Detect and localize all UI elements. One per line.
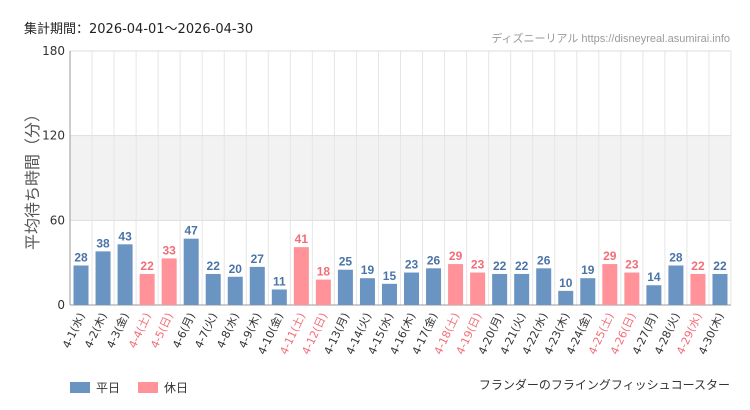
bar-value-label: 38 — [96, 236, 110, 250]
bar-value-label: 33 — [162, 243, 176, 257]
bar — [205, 273, 221, 305]
bar-value-label: 18 — [317, 265, 331, 279]
legend-item-holiday: 休日 — [138, 379, 188, 396]
attraction-name: フランダーのフライングフィッシュコースター — [478, 378, 730, 392]
bar — [426, 268, 442, 305]
bar — [337, 269, 353, 305]
bar — [712, 273, 728, 305]
bar — [183, 238, 199, 305]
bar — [580, 278, 596, 305]
bar — [293, 247, 309, 305]
site-credit: ディズニーリアル https://disneyreal.asumirai.inf… — [491, 33, 730, 45]
y-tick-label: 0 — [57, 298, 65, 312]
bar-value-label: 10 — [559, 276, 573, 290]
bar-value-label: 23 — [471, 258, 485, 272]
bar — [448, 264, 464, 305]
bar — [359, 278, 375, 305]
bar-value-label: 28 — [669, 250, 683, 264]
bar-value-label: 29 — [603, 249, 617, 263]
bar — [73, 265, 89, 305]
bar — [646, 285, 662, 305]
bar — [95, 251, 111, 305]
bar-value-label: 22 — [140, 259, 154, 273]
legend-swatch-weekday — [70, 382, 90, 393]
bar — [602, 264, 618, 305]
bar — [514, 273, 530, 305]
bar-value-label: 22 — [493, 259, 507, 273]
bar-value-label: 15 — [383, 269, 397, 283]
bar — [161, 258, 177, 305]
legend-label-weekday: 平日 — [96, 381, 121, 395]
bar-value-label: 41 — [295, 232, 309, 246]
bar — [315, 279, 331, 305]
bar — [492, 273, 508, 305]
bar — [271, 289, 287, 305]
bar — [624, 272, 640, 305]
y-tick-label: 180 — [42, 44, 65, 58]
bar-value-label: 11 — [273, 274, 286, 288]
bar — [558, 290, 574, 305]
bar-value-label: 27 — [251, 252, 265, 266]
bar — [536, 268, 552, 305]
legend: 平日 休日 — [70, 379, 206, 396]
bar — [381, 283, 397, 305]
bar — [668, 265, 684, 305]
bar-value-label: 28 — [74, 250, 88, 264]
bar-value-label: 23 — [405, 258, 419, 272]
bar — [117, 244, 133, 305]
y-axis-title: 平均待ち時間（分） — [23, 106, 42, 250]
y-tick-label: 120 — [42, 129, 65, 143]
bar-value-label: 29 — [449, 249, 463, 263]
period-label: 集計期間：2026-04-01～2026-04-30 — [24, 22, 254, 37]
bar-value-label: 22 — [515, 259, 529, 273]
bar — [227, 276, 243, 305]
bar-value-label: 26 — [427, 253, 441, 267]
legend-label-holiday: 休日 — [164, 381, 189, 395]
bar — [139, 273, 155, 305]
bar-value-label: 22 — [691, 259, 705, 273]
bar-value-label: 22 — [713, 259, 727, 273]
bar-value-label: 22 — [207, 259, 221, 273]
bar-value-label: 25 — [339, 255, 353, 269]
y-tick-label: 60 — [50, 213, 65, 227]
legend-item-weekday: 平日 — [70, 379, 120, 396]
bar-value-label: 47 — [185, 224, 199, 238]
bar-value-label: 19 — [361, 263, 375, 277]
bar — [470, 272, 486, 305]
bar-value-label: 43 — [118, 229, 132, 243]
bar-value-label: 14 — [647, 270, 661, 284]
bar — [404, 272, 420, 305]
legend-swatch-holiday — [138, 382, 159, 393]
bar — [249, 266, 265, 305]
bar — [690, 273, 706, 305]
bar-value-label: 19 — [581, 263, 595, 277]
bar-value-label: 26 — [537, 253, 551, 267]
bar-value-label: 23 — [625, 258, 639, 272]
bar-value-label: 20 — [229, 262, 243, 276]
